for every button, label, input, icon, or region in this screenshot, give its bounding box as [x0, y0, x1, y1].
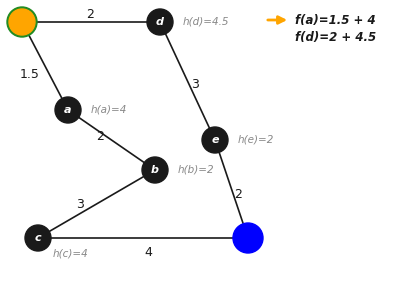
- Text: c: c: [35, 233, 41, 243]
- Circle shape: [9, 9, 35, 35]
- Text: h(e)=2: h(e)=2: [238, 135, 274, 145]
- Text: f(a)=1.5 + 4
f(d)=2 + 4.5: f(a)=1.5 + 4 f(d)=2 + 4.5: [295, 14, 376, 44]
- Circle shape: [25, 225, 51, 251]
- Circle shape: [55, 97, 81, 123]
- Circle shape: [142, 157, 168, 183]
- Text: e: e: [211, 135, 219, 145]
- Text: 2: 2: [234, 188, 242, 201]
- Text: b: b: [151, 165, 159, 175]
- Text: h(a)=4: h(a)=4: [91, 105, 127, 115]
- Text: 4: 4: [144, 245, 152, 258]
- Text: 2: 2: [96, 130, 104, 143]
- Circle shape: [202, 127, 228, 153]
- Text: a: a: [64, 105, 72, 115]
- Text: h(c)=4: h(c)=4: [53, 249, 89, 259]
- Text: h(d)=4.5: h(d)=4.5: [183, 17, 230, 27]
- Circle shape: [147, 9, 173, 35]
- Text: 2: 2: [86, 8, 94, 20]
- Circle shape: [7, 7, 37, 37]
- Text: h(b)=2: h(b)=2: [178, 165, 215, 175]
- Text: 1.5: 1.5: [20, 68, 40, 82]
- Circle shape: [233, 223, 263, 253]
- Text: 3: 3: [191, 78, 199, 91]
- Text: d: d: [156, 17, 164, 27]
- Text: 3: 3: [76, 198, 84, 211]
